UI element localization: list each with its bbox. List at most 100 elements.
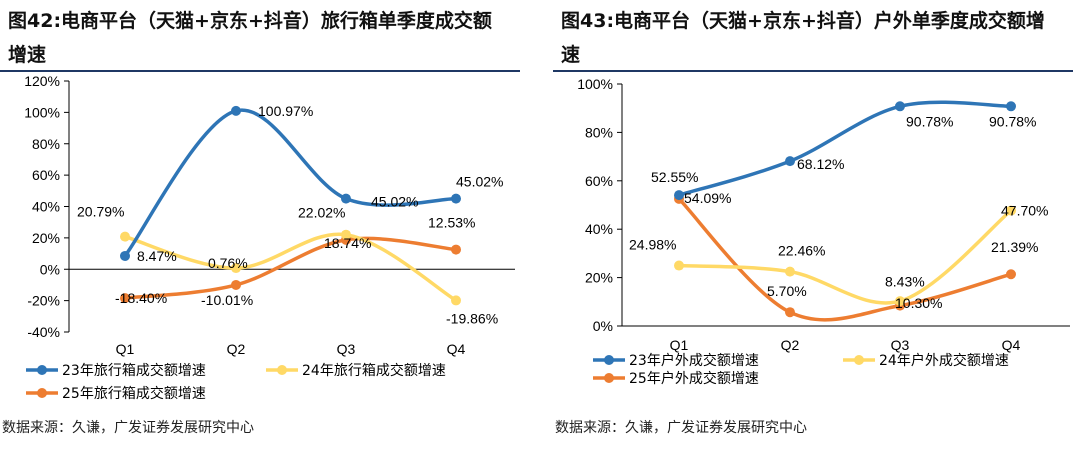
legend-swatch-marker	[37, 365, 47, 375]
x-tick-label: Q1	[670, 337, 689, 353]
x-tick-label: Q2	[227, 341, 246, 357]
data-point	[1006, 205, 1016, 216]
data-point	[231, 279, 241, 290]
y-tick-label: 0%	[40, 261, 60, 277]
data-point	[895, 101, 905, 112]
legend-label: 25年旅行箱成交额增速	[62, 385, 206, 402]
data-point	[341, 193, 351, 204]
y-tick-label: 60%	[585, 173, 613, 189]
data-label: 52.55%	[651, 169, 698, 185]
legend-swatch-marker	[854, 355, 864, 365]
x-tick-label: Q2	[781, 337, 800, 353]
data-label: 5.70%	[767, 283, 807, 299]
data-label: 90.78%	[906, 113, 953, 129]
series-line	[124, 236, 457, 300]
data-point	[120, 293, 130, 304]
series-line	[677, 197, 1012, 322]
data-point	[120, 250, 130, 261]
y-tick-label: 40%	[585, 221, 613, 237]
chart-title-text-43: 电商平台（天猫+京东+抖音）户外单季度成交额增速	[561, 10, 1045, 66]
data-label: 54.09%	[684, 190, 731, 206]
y-tick-label: 120%	[24, 73, 60, 89]
data-label: 10.30%	[895, 295, 942, 311]
data-label: -10.01%	[201, 292, 253, 308]
title-rule-42	[0, 70, 520, 72]
legend-swatch-marker	[604, 355, 614, 365]
data-point	[120, 231, 130, 242]
y-tick-label: 80%	[585, 124, 613, 140]
legend-label: 23年旅行箱成交额增速	[62, 362, 206, 379]
source-note-43: 数据来源：久谦，广发证券发展研究中心	[555, 420, 807, 436]
series-line	[123, 108, 457, 258]
x-tick-label: Q3	[337, 341, 356, 357]
legend-label: 23年户外成交额增速	[629, 352, 759, 369]
chart-title-43: 图43:电商平台（天猫+京东+抖音）户外单季度成交额增速	[561, 4, 1061, 72]
data-point	[451, 244, 461, 255]
data-label: 90.78%	[989, 113, 1036, 129]
y-tick-label: -40%	[27, 324, 60, 340]
data-point	[451, 193, 461, 204]
legend-label: 24年旅行箱成交额增速	[302, 362, 446, 379]
source-note-42: 数据来源：久谦，广发证券发展研究中心	[2, 420, 254, 436]
y-tick-label: 20%	[32, 230, 60, 246]
x-tick-label: Q3	[891, 337, 910, 353]
data-label: 0.76%	[208, 255, 248, 271]
data-point	[231, 263, 241, 274]
data-point	[231, 105, 241, 116]
y-tick-label: -20%	[27, 293, 60, 309]
y-tick-label: 100%	[577, 76, 613, 92]
data-label: 100.97%	[258, 103, 313, 119]
data-point	[674, 260, 684, 271]
data-label: 18.74%	[324, 235, 371, 251]
y-tick-label: 0%	[593, 318, 613, 334]
figure-label-42: 图42:	[8, 10, 62, 32]
x-tick-label: Q4	[1002, 337, 1021, 353]
data-point	[451, 295, 461, 306]
data-label: 8.43%	[885, 274, 925, 290]
data-label: 47.70%	[1001, 203, 1048, 219]
data-label: -19.86%	[446, 310, 498, 326]
y-tick-label: 100%	[24, 104, 60, 120]
data-point	[341, 229, 351, 240]
y-tick-label: 60%	[32, 167, 60, 183]
legend-label: 24年户外成交额增速	[879, 352, 1009, 369]
data-point	[674, 190, 684, 201]
data-label: 45.02%	[456, 174, 503, 190]
series-line	[678, 209, 1013, 305]
series-line	[124, 232, 457, 302]
data-label: 21.39%	[991, 239, 1038, 255]
chart-panel-42: 图42:电商平台（天猫+京东+抖音）旅行箱单季度成交额增速 -40% -20% 0%…	[0, 0, 520, 449]
data-point	[895, 296, 905, 307]
x-tick-label: Q4	[447, 341, 466, 357]
series-line	[678, 100, 1012, 197]
line-chart-43: 0% 20% 40% 60% 80% 100% Q1 Q2 Q3 Q4 54.09% 68.12% 90…	[577, 76, 1070, 387]
data-label: 24.98%	[629, 237, 676, 253]
data-label: 12.53%	[428, 215, 475, 231]
y-tick-label: 80%	[32, 136, 60, 152]
data-point	[1006, 101, 1016, 112]
data-label: 20.79%	[77, 204, 124, 220]
y-tick-label: 40%	[32, 199, 60, 215]
data-label: 68.12%	[797, 156, 844, 172]
chart-title-42: 图42:电商平台（天猫+京东+抖音）旅行箱单季度成交额增速	[8, 4, 508, 72]
chart-title-text-42: 电商平台（天猫+京东+抖音）旅行箱单季度成交额增速	[8, 10, 492, 66]
x-tick-label: Q1	[116, 341, 135, 357]
data-label: 22.46%	[778, 243, 825, 259]
data-point	[785, 307, 795, 318]
legend-label: 25年户外成交额增速	[629, 370, 759, 387]
data-point	[1006, 269, 1016, 280]
data-label: 45.02%	[371, 194, 418, 210]
data-point	[785, 156, 795, 167]
title-rule-43	[553, 70, 1073, 72]
data-label: -18.40%	[115, 290, 167, 306]
legend-swatch-marker	[604, 373, 614, 383]
legend-swatch-marker	[37, 388, 47, 398]
data-point	[785, 266, 795, 277]
figure-label-43: 图43:	[561, 10, 615, 32]
data-label: 22.02%	[298, 205, 345, 221]
y-tick-label: 20%	[585, 270, 613, 286]
legend-swatch-marker	[277, 365, 287, 375]
data-label: 8.47%	[137, 248, 177, 264]
chart-panel-43: 图43:电商平台（天猫+京东+抖音）户外单季度成交额增速 0% 20% 40% 60%…	[553, 0, 1073, 449]
line-chart-42: -40% -20% 0% 20% 40% 60% 80% 100% 120% Q1 Q2 Q3 Q4 8.…	[24, 73, 515, 402]
